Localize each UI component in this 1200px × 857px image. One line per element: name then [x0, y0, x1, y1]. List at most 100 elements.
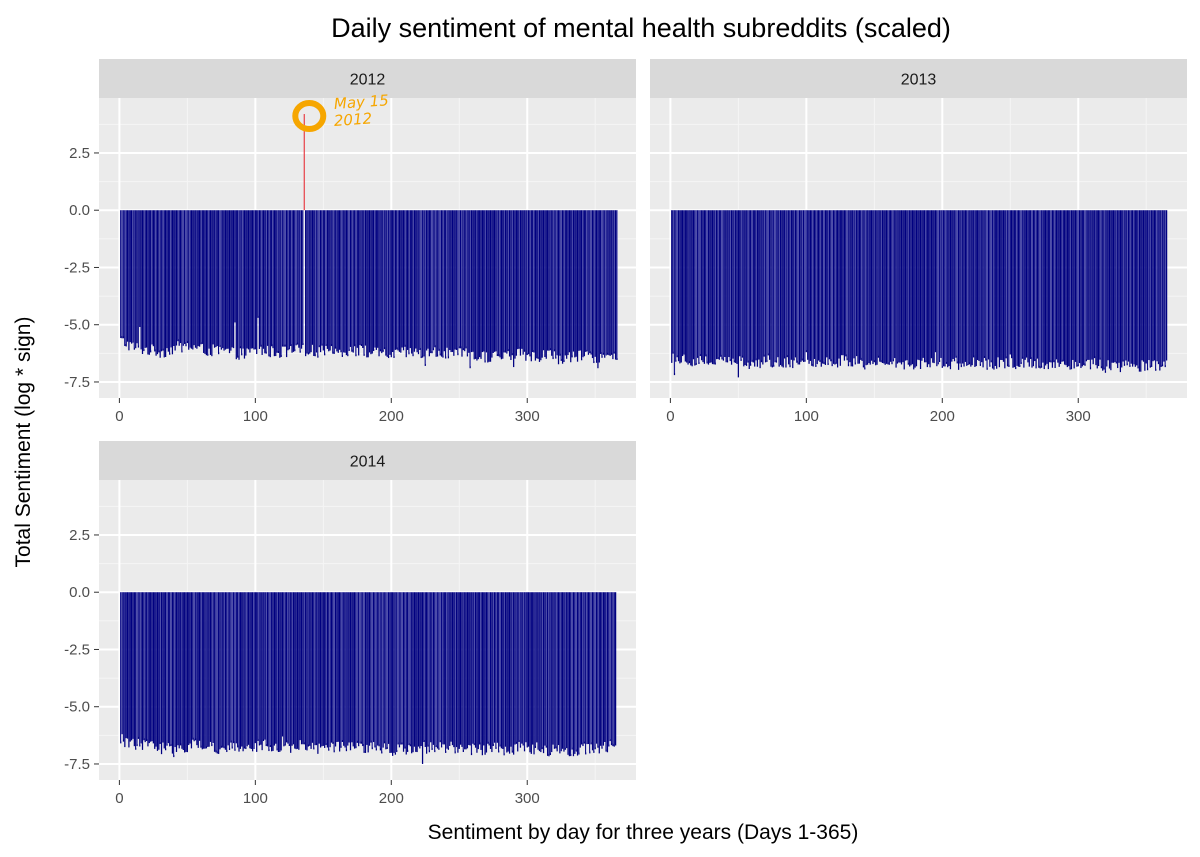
bar — [182, 592, 184, 750]
bar — [257, 210, 259, 318]
bar — [1099, 210, 1101, 360]
bar — [164, 592, 167, 751]
bar — [895, 210, 897, 368]
bar — [162, 592, 164, 743]
bar — [680, 210, 682, 363]
bar — [347, 592, 349, 746]
bar — [249, 592, 251, 749]
bar — [413, 592, 416, 747]
bar — [672, 210, 674, 354]
bar — [1136, 210, 1138, 366]
bar — [458, 210, 460, 349]
bar — [911, 210, 914, 365]
bar — [845, 210, 847, 357]
bar — [377, 210, 379, 348]
bar — [216, 592, 218, 754]
bar — [752, 210, 754, 363]
bar — [830, 210, 832, 362]
bar — [493, 210, 496, 352]
bar — [164, 210, 167, 357]
bar — [311, 210, 314, 345]
bar — [877, 210, 880, 358]
bar — [514, 592, 516, 745]
bar — [296, 210, 299, 345]
bar — [1010, 210, 1013, 359]
bar — [337, 592, 339, 742]
bar — [145, 592, 148, 742]
bar — [544, 592, 546, 746]
bar — [733, 210, 735, 363]
bar — [499, 210, 501, 358]
bar — [537, 210, 539, 359]
bar — [790, 210, 793, 360]
bar — [454, 592, 456, 754]
bar — [190, 592, 193, 749]
bar — [216, 210, 218, 347]
bar — [522, 592, 524, 746]
bar — [549, 592, 551, 756]
bar — [1069, 210, 1071, 370]
bar — [722, 210, 725, 361]
bar — [575, 592, 577, 752]
bar — [500, 210, 503, 360]
bar — [614, 210, 617, 360]
bar — [1093, 210, 1096, 359]
bar — [374, 592, 376, 748]
bar — [538, 210, 541, 362]
bar — [396, 210, 398, 350]
bar — [838, 210, 840, 359]
bar — [243, 210, 246, 359]
bar — [701, 210, 703, 361]
bar — [571, 210, 573, 358]
bar — [614, 592, 617, 746]
bar — [839, 210, 841, 366]
bar — [472, 592, 474, 744]
bar — [724, 210, 726, 358]
bar — [540, 210, 542, 361]
bar — [385, 592, 387, 750]
bar — [302, 592, 304, 745]
bar — [1100, 210, 1102, 369]
bar — [542, 210, 545, 351]
bar — [1057, 210, 1059, 363]
bar — [332, 210, 334, 354]
bar — [747, 210, 749, 363]
bar — [981, 210, 983, 363]
bar — [396, 592, 398, 753]
bar — [436, 592, 439, 749]
bar — [256, 210, 258, 355]
bar — [835, 210, 837, 364]
bar — [923, 210, 926, 363]
bar — [604, 592, 606, 742]
bar — [375, 210, 377, 350]
bar — [276, 592, 278, 751]
bar — [702, 210, 704, 363]
bar — [793, 210, 795, 361]
bar — [1002, 210, 1005, 362]
bar — [218, 592, 220, 754]
bar — [775, 210, 778, 363]
bar — [287, 210, 289, 351]
bar — [446, 592, 448, 749]
annotation-text: 2012 — [333, 109, 372, 130]
bar — [1145, 210, 1147, 364]
bar — [261, 210, 263, 355]
bar — [283, 210, 285, 347]
bar — [576, 210, 579, 362]
bar — [315, 210, 318, 353]
bar — [305, 592, 307, 750]
bar — [175, 592, 178, 752]
bar — [143, 210, 145, 352]
bar — [978, 210, 980, 361]
bar — [1019, 210, 1021, 367]
bar — [131, 592, 133, 741]
bar — [1153, 210, 1155, 361]
bar — [1133, 210, 1135, 365]
bar — [250, 210, 252, 349]
bar — [242, 592, 244, 752]
bar — [392, 210, 394, 353]
bar — [892, 210, 894, 362]
bar — [726, 210, 729, 363]
bar — [290, 210, 292, 347]
bar — [402, 210, 405, 351]
